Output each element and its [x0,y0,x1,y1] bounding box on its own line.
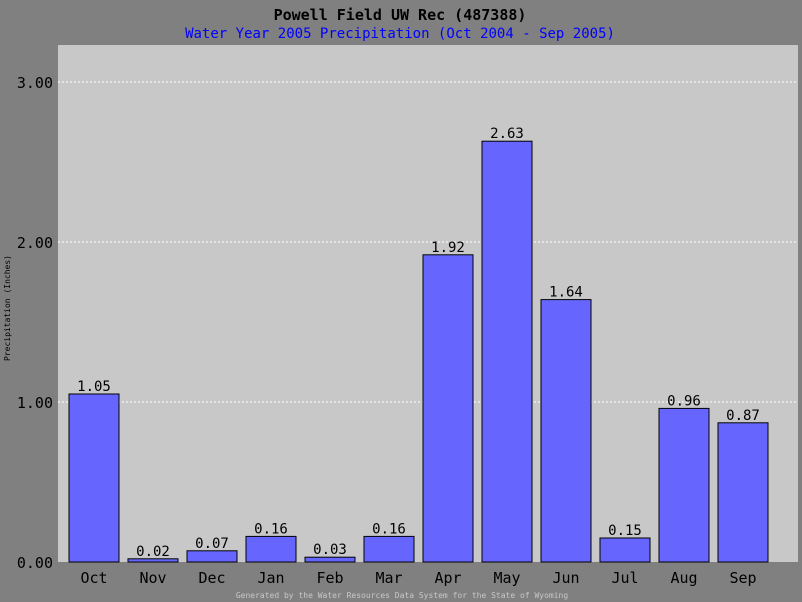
x-tick-label: Jan [257,569,284,587]
y-tick-label: 2.00 [17,234,53,252]
bar-value-label: 0.87 [726,408,760,424]
x-tick-label: Apr [434,569,461,587]
bar-sep [717,422,769,563]
footer-credit: Generated by the Water Resources Data Sy… [236,591,569,600]
bar-value-label: 0.16 [372,521,406,537]
y-tick-labels: 0.00 1.00 2.00 3.00 [17,74,53,572]
bar-value-label: 1.64 [549,285,583,301]
bar-may [481,140,533,563]
y-tick-label: 0.00 [17,554,53,572]
chart-title: Powell Field UW Rec (487388) [274,6,527,24]
x-tick-label: Aug [670,569,697,587]
bar-jun [540,299,592,563]
chart-subtitle: Water Year 2005 Precipitation (Oct 2004 … [185,26,615,42]
bar-value-label: 2.63 [490,126,524,142]
x-tick-label: Mar [375,569,402,587]
bar-feb [304,556,356,563]
y-axis-label: Precipitation (Inches) [3,255,12,361]
bars-group [68,140,769,563]
x-tick-label: Oct [80,569,107,587]
bar-oct [68,393,120,563]
x-tick-label: Nov [139,569,166,587]
bar-value-label: 0.02 [136,544,170,560]
x-tick-label: Dec [198,569,225,587]
x-tick-label: Jul [611,569,638,587]
bar-jul [599,537,651,563]
x-tick-label: Feb [316,569,343,587]
y-tick-label: 3.00 [17,74,53,92]
bar-mar [363,535,415,563]
bar-jan [245,535,297,563]
bar-aug [658,407,710,563]
x-tick-labels: Oct Nov Dec Jan Feb Mar Apr May Jun Jul Aug Sep [80,569,756,587]
x-tick-label: Jun [552,569,579,587]
x-tick-label: May [493,569,520,587]
bar-nov [127,558,179,563]
bar-value-label: 0.15 [608,523,642,539]
bar-apr [422,254,474,563]
bar-dec [186,550,238,563]
y-tick-label: 1.00 [17,394,53,412]
x-tick-label: Sep [729,569,756,587]
bar-value-label: 0.03 [313,542,347,558]
bar-value-label: 1.92 [431,240,465,256]
value-labels-group: 1.05 0.02 0.07 0.16 0.03 0.16 1.92 2.63 1.64 0.15… [77,126,760,560]
bar-value-label: 0.07 [195,536,229,552]
bar-value-label: 0.16 [254,521,288,537]
bar-value-label: 0.96 [667,393,701,409]
bar-value-label: 1.05 [77,379,111,395]
